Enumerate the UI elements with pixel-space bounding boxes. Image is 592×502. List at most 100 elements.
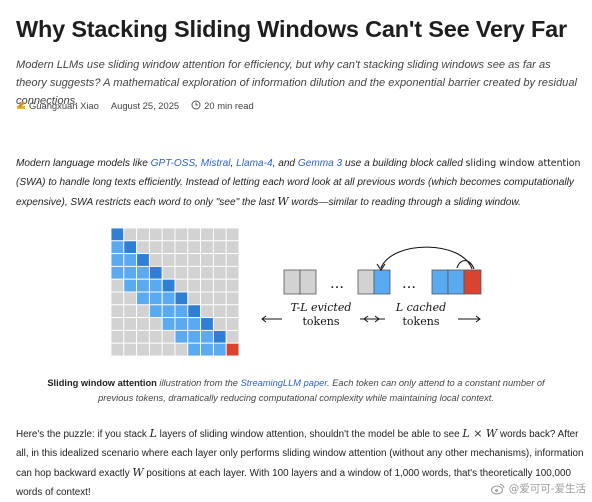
matrix-cell-masked	[187, 291, 202, 306]
matrix-cell-masked	[123, 291, 138, 306]
matrix-cell-attend	[148, 291, 163, 306]
link-gpt-oss[interactable]: GPT-OSS	[150, 158, 196, 169]
matrix-cell-attend	[110, 240, 125, 255]
matrix-cell-masked	[161, 227, 176, 242]
cached-label: L cached	[395, 301, 446, 314]
matrix-cell-masked	[200, 227, 214, 242]
intro-sep: ,	[195, 158, 201, 169]
author[interactable]: Guangxuan Xiao	[16, 100, 99, 111]
matrix-cell-attend	[174, 329, 189, 344]
matrix-cell-masked	[174, 265, 189, 280]
matrix-cell-diagonal	[110, 227, 125, 242]
puzzle-text: positions at each layer. With 100 layers…	[16, 468, 571, 498]
matrix-cell-masked	[200, 278, 214, 293]
matrix-cell-masked	[187, 265, 202, 280]
intro-text: words—similar to reading through a slidi…	[288, 197, 521, 208]
matrix-cell-masked	[225, 291, 240, 306]
matrix-cell-masked	[161, 342, 176, 357]
matrix-cell-masked	[200, 253, 214, 267]
intro-sep: ,	[230, 158, 237, 169]
matrix-cell-masked	[212, 253, 227, 267]
matrix-cell-masked	[136, 240, 150, 255]
matrix-cell-masked	[225, 304, 240, 319]
math-l: L	[149, 427, 157, 440]
matrix-cell-masked	[136, 304, 150, 319]
clock-icon	[191, 100, 201, 110]
matrix-cell-masked	[187, 240, 202, 255]
evicted-token	[283, 269, 301, 295]
author-name: Guangxuan Xiao	[29, 99, 99, 111]
math-w: W	[277, 195, 289, 208]
matrix-cell-masked	[174, 240, 189, 255]
matrix-cell-attend	[174, 304, 189, 319]
link-streamingllm-paper[interactable]: StreamingLLM paper	[240, 378, 328, 388]
matrix-cell-masked	[212, 227, 227, 242]
weibo-logo-icon	[490, 483, 505, 495]
matrix-cell-attend	[136, 291, 150, 306]
matrix-cell-attend	[123, 278, 138, 293]
matrix-cell-masked	[123, 317, 138, 331]
publish-date: August 25, 2025	[110, 99, 180, 111]
attention-matrix	[110, 227, 240, 357]
intro-text: (SWA) to handle long texts efficiently. …	[16, 177, 574, 208]
matrix-cell-masked	[148, 253, 163, 267]
matrix-cell-masked	[225, 278, 240, 293]
matrix-cell-masked	[148, 329, 163, 344]
matrix-cell-masked	[148, 342, 163, 357]
article-meta: Guangxuan Xiao August 25, 2025 20 min re…	[16, 98, 266, 112]
intro-paragraph: Modern language models like GPT-OSS, Mis…	[16, 154, 588, 212]
figure-caption: Sliding window attention illustration fr…	[30, 376, 562, 406]
intro-sep: , and	[272, 158, 298, 169]
matrix-cell-masked	[225, 317, 240, 331]
attention-arc-short	[456, 260, 475, 270]
caption-text: . Each token can only attend to a consta…	[98, 378, 545, 403]
matrix-cell-attend	[136, 265, 150, 280]
matrix-cell-masked	[212, 317, 227, 331]
puzzle-text: Here's the puzzle: if you stack	[16, 429, 150, 440]
matrix-cell-masked	[225, 329, 240, 344]
matrix-cell-masked	[161, 329, 176, 344]
matrix-cell-masked	[200, 291, 214, 306]
math-lw: L × W	[462, 427, 498, 440]
matrix-cell-attend	[136, 278, 150, 293]
matrix-cell-masked	[174, 253, 189, 267]
evicted-arrowhead	[261, 315, 267, 323]
link-mistral[interactable]: Mistral	[200, 158, 231, 169]
matrix-cell-masked	[200, 265, 214, 280]
puzzle-text: layers of sliding window attention, shou…	[156, 429, 463, 440]
article-subtitle: Modern LLMs use sliding window attention…	[16, 59, 577, 107]
evicted-label: T-L evicted	[291, 301, 352, 314]
link-llama-4[interactable]: Llama-4	[236, 158, 273, 169]
matrix-cell-masked	[225, 253, 240, 267]
matrix-cell-masked	[187, 253, 202, 267]
matrix-cell-diagonal	[123, 240, 138, 255]
matrix-cell-diagonal	[161, 278, 176, 293]
intro-text: use a building block called	[342, 158, 466, 169]
matrix-cell-masked	[110, 291, 125, 306]
matrix-cell-masked	[212, 240, 227, 255]
cached-token	[431, 269, 449, 295]
matrix-cell-attend	[161, 317, 176, 331]
matrix-cell-masked	[212, 291, 227, 306]
matrix-cell-masked	[136, 342, 150, 357]
pencil-icon	[17, 101, 25, 109]
matrix-cell-masked	[136, 317, 150, 331]
matrix-cell-masked	[110, 342, 125, 357]
arc-arrowhead	[376, 263, 386, 271]
matrix-cell-attend	[200, 342, 214, 357]
matrix-cell-masked	[161, 265, 176, 280]
matrix-cell-attend	[110, 253, 125, 267]
matrix-cell-diagonal	[200, 317, 214, 331]
link-gemma-3[interactable]: Gemma 3	[297, 158, 343, 169]
matrix-cell-masked	[110, 317, 125, 331]
cached-token	[373, 269, 391, 295]
matrix-cell-diagonal	[187, 304, 202, 319]
read-time-text: 20 min read	[204, 99, 254, 111]
matrix-cell-masked	[148, 240, 163, 255]
matrix-cell-attend	[200, 329, 214, 344]
matrix-cell-masked	[187, 227, 202, 242]
ellipsis: …	[330, 276, 344, 292]
matrix-cell-masked	[161, 253, 176, 267]
matrix-cell-masked	[136, 329, 150, 344]
matrix-cell-masked	[174, 342, 189, 357]
